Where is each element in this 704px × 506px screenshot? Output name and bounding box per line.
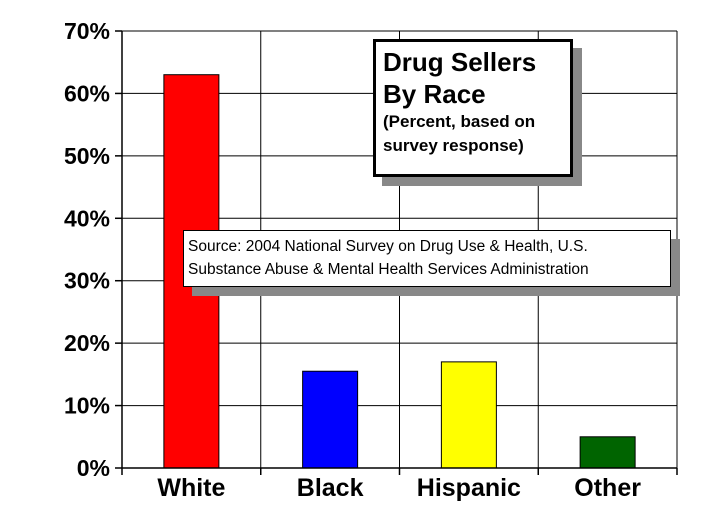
y-tick-label: 10% bbox=[64, 393, 110, 419]
chart-title-line-1: Drug Sellers bbox=[383, 47, 537, 77]
bar-hispanic bbox=[440, 361, 497, 469]
y-tick-label: 50% bbox=[64, 143, 110, 169]
bar-black bbox=[302, 370, 359, 469]
y-tick-label: 40% bbox=[64, 205, 110, 231]
x-category-label: White bbox=[157, 474, 225, 502]
chart-subtitle-line-2: survey response) bbox=[383, 136, 524, 155]
y-tick-label: 0% bbox=[77, 455, 110, 481]
source-line-2: Substance Abuse & Mental Health Services… bbox=[188, 261, 589, 278]
y-tick-label: 20% bbox=[64, 330, 110, 356]
x-category-label: Black bbox=[297, 474, 364, 502]
source-box: Source: 2004 National Survey on Drug Use… bbox=[183, 230, 671, 287]
y-tick-label: 30% bbox=[64, 268, 110, 294]
chart-title-line-2: By Race bbox=[383, 79, 486, 109]
chart-subtitle-line-1: (Percent, based on bbox=[383, 112, 536, 131]
y-tick-label: 60% bbox=[64, 80, 110, 106]
x-category-label: Hispanic bbox=[417, 474, 521, 502]
y-tick-label: 70% bbox=[64, 18, 110, 44]
x-category-label: Other bbox=[574, 474, 641, 502]
source-line-1: Source: 2004 National Survey on Drug Use… bbox=[188, 238, 588, 255]
bar-other bbox=[579, 436, 636, 469]
title-box: Drug Sellers By Race (Percent, based on … bbox=[373, 39, 573, 177]
